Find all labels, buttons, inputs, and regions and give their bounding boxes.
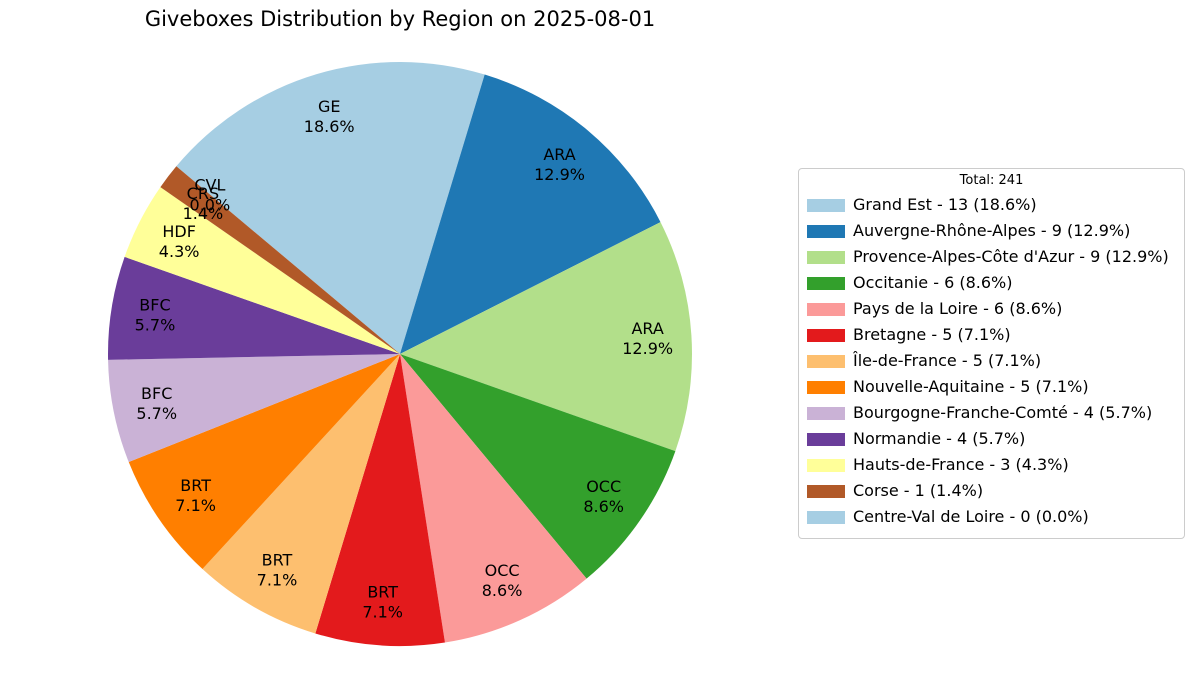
pie-slice bbox=[202, 354, 400, 634]
pie-slice bbox=[400, 74, 661, 354]
legend-label: Nouvelle-Aquitaine - 5 (7.1%) bbox=[853, 377, 1089, 396]
legend-swatch bbox=[807, 459, 845, 472]
pie-slice bbox=[160, 166, 400, 354]
pie-slice bbox=[315, 354, 445, 646]
legend-swatch bbox=[807, 381, 845, 394]
pie-labels: GE 18.6% ARA 12.9% ARA 12.9% OCC 8.6% OCC 8.6% BRT… bbox=[135, 97, 673, 621]
legend-items: Grand Est - 13 (18.6%) Auvergne-Rhône-Alp… bbox=[805, 193, 1178, 531]
chart-title: Giveboxes Distribution by Region on 2025… bbox=[145, 7, 655, 31]
slice-label: CRS 1.4% bbox=[183, 184, 224, 223]
legend-item: Auvergne-Rhône-Alpes - 9 (12.9%) bbox=[805, 219, 1178, 245]
pie-slice bbox=[108, 256, 400, 360]
pie-slice bbox=[176, 61, 485, 354]
legend-item: Bretagne - 5 (7.1%) bbox=[805, 323, 1178, 349]
slice-label: BRT 7.1% bbox=[175, 476, 216, 515]
legend-label: Corse - 1 (1.4%) bbox=[853, 481, 984, 500]
slice-label: ARA 12.9% bbox=[622, 319, 673, 358]
legend-title: Total: 241 bbox=[959, 173, 1024, 188]
pie-slice bbox=[400, 354, 587, 643]
legend: Total: 241 Grand Est - 13 (18.6%) Auvergn… bbox=[798, 168, 1185, 539]
slice-label: CVL 0.0% bbox=[190, 175, 231, 214]
legend-swatch bbox=[807, 199, 845, 212]
legend-swatch bbox=[807, 303, 845, 316]
pie-slice bbox=[108, 354, 400, 463]
legend-label: Normandie - 4 (5.7%) bbox=[853, 429, 1026, 448]
legend-item: Bourgogne-Franche-Comté - 4 (5.7%) bbox=[805, 401, 1178, 427]
legend-label: Hauts-de-France - 3 (4.3%) bbox=[853, 455, 1069, 474]
legend-label: Occitanie - 6 (8.6%) bbox=[853, 273, 1013, 292]
slice-label: ARA 12.9% bbox=[534, 145, 585, 184]
slice-label: BFC 5.7% bbox=[135, 296, 176, 335]
legend-swatch bbox=[807, 511, 845, 524]
slice-label: OCC 8.6% bbox=[583, 477, 624, 516]
legend-label: Pays de la Loire - 6 (8.6%) bbox=[853, 299, 1063, 318]
pie-slice bbox=[128, 354, 400, 570]
legend-swatch bbox=[807, 355, 845, 368]
legend-swatch bbox=[807, 225, 845, 238]
legend-swatch bbox=[807, 433, 845, 446]
legend-item: Hauts-de-France - 3 (4.3%) bbox=[805, 453, 1178, 479]
legend-item: Normandie - 4 (5.7%) bbox=[805, 427, 1178, 453]
legend-label: Provence-Alpes-Côte d'Azur - 9 (12.9%) bbox=[853, 247, 1169, 266]
legend-item: Pays de la Loire - 6 (8.6%) bbox=[805, 297, 1178, 323]
legend-label: Île-de-France - 5 (7.1%) bbox=[853, 351, 1042, 370]
pie-slice bbox=[124, 187, 400, 354]
legend-item: Occitanie - 6 (8.6%) bbox=[805, 271, 1178, 297]
legend-label: Centre-Val de Loire - 0 (0.0%) bbox=[853, 507, 1089, 526]
legend-swatch bbox=[807, 485, 845, 498]
legend-item: Nouvelle-Aquitaine - 5 (7.1%) bbox=[805, 375, 1178, 401]
pie-slices bbox=[108, 61, 692, 646]
slice-label: GE 18.6% bbox=[304, 97, 355, 136]
legend-item: Grand Est - 13 (18.6%) bbox=[805, 193, 1178, 219]
pie-slice bbox=[400, 222, 692, 452]
legend-label: Bourgogne-Franche-Comté - 4 (5.7%) bbox=[853, 403, 1153, 422]
legend-label: Grand Est - 13 (18.6%) bbox=[853, 195, 1037, 214]
slice-label: BRT 7.1% bbox=[362, 583, 403, 622]
slice-label: BFC 5.7% bbox=[136, 384, 177, 423]
legend-item: Centre-Val de Loire - 0 (0.0%) bbox=[805, 505, 1178, 531]
legend-item: Corse - 1 (1.4%) bbox=[805, 479, 1178, 505]
pie-slice bbox=[400, 354, 676, 579]
legend-swatch bbox=[807, 329, 845, 342]
slice-label: OCC 8.6% bbox=[482, 561, 523, 600]
slice-label: BRT 7.1% bbox=[257, 551, 298, 590]
legend-label: Auvergne-Rhône-Alpes - 9 (12.9%) bbox=[853, 221, 1131, 240]
legend-swatch bbox=[807, 277, 845, 290]
legend-label: Bretagne - 5 (7.1%) bbox=[853, 325, 1011, 344]
legend-item: Provence-Alpes-Côte d'Azur - 9 (12.9%) bbox=[805, 245, 1178, 271]
legend-item: Île-de-France - 5 (7.1%) bbox=[805, 349, 1178, 375]
slice-label: HDF 4.3% bbox=[159, 222, 200, 261]
legend-swatch bbox=[807, 407, 845, 420]
legend-swatch bbox=[807, 251, 845, 264]
